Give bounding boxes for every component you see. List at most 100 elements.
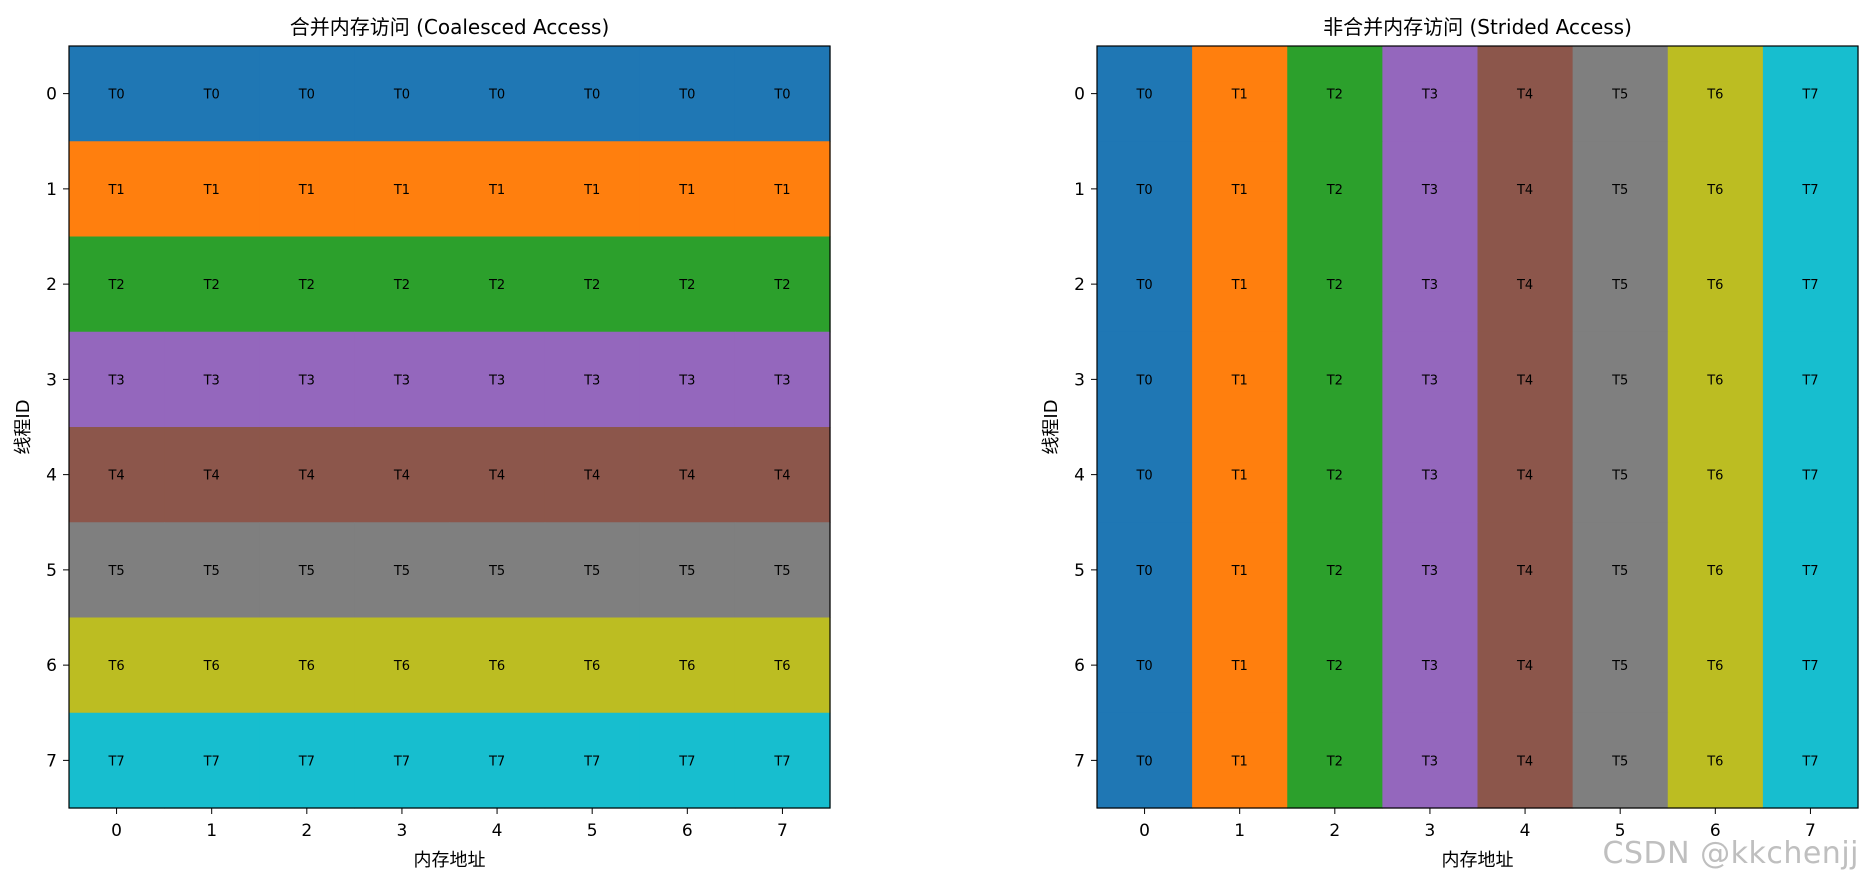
cell-label: T2 <box>1326 754 1343 769</box>
heatmap-cell <box>1667 236 1764 333</box>
heatmap-cell <box>1477 46 1574 142</box>
heatmap-cell <box>544 236 641 333</box>
cell-label: T6 <box>583 659 600 674</box>
y-axis: 0 1 2 3 4 5 6 7 <box>1074 85 1097 771</box>
heatmap-cell <box>734 141 831 238</box>
cell-label: T4 <box>583 469 600 484</box>
cell-label: T0 <box>298 88 315 103</box>
heatmap-cell <box>449 141 546 238</box>
cell-label: T7 <box>1801 278 1818 293</box>
heatmap-cell <box>69 236 165 333</box>
cell-label: T7 <box>107 754 124 769</box>
cell-label: T3 <box>1421 373 1438 388</box>
watermark: CSDN @kkchenjj <box>1602 836 1859 871</box>
heatmap-cell <box>1477 141 1574 238</box>
strided-access-chart: 非合并内存访问 (Strided Access) T0 T1 T2 T3 T4 T5 T6 T7… <box>1041 15 1859 871</box>
cell-label: T4 <box>1516 754 1533 769</box>
cell-label: T6 <box>1706 183 1723 198</box>
heatmap-cell <box>1382 617 1479 714</box>
cell-label: T1 <box>1231 659 1248 674</box>
cell-label: T5 <box>1611 88 1628 103</box>
cell-label: T4 <box>1516 469 1533 484</box>
cell-label: T5 <box>1611 659 1628 674</box>
cell-label: T5 <box>583 564 600 579</box>
heatmap-cell <box>449 522 546 619</box>
cell-label: T6 <box>1706 564 1723 579</box>
cell-label: T7 <box>393 754 410 769</box>
heatmap-cell <box>1097 46 1193 142</box>
heatmap-cell <box>1192 236 1288 333</box>
cell-label: T0 <box>583 88 600 103</box>
heatmap-cell <box>1477 236 1574 333</box>
heatmap-cell <box>259 712 355 809</box>
heatmap-cell <box>259 522 355 619</box>
heatmap-cell <box>1667 617 1764 714</box>
cell-label: T0 <box>1135 88 1152 103</box>
cell-label: T5 <box>298 564 315 579</box>
x-tick-label: 0 <box>1139 821 1150 841</box>
heatmap-cell <box>1477 427 1574 523</box>
heatmap-cell <box>1097 522 1193 619</box>
cell-label: T1 <box>583 183 600 198</box>
cell-label: T4 <box>678 469 695 484</box>
heatmap-cell <box>544 427 641 523</box>
cell-label: T6 <box>298 659 315 674</box>
y-tick-label: 5 <box>46 561 57 581</box>
cell-label: T6 <box>107 659 124 674</box>
cell-label: T4 <box>1516 659 1533 674</box>
heatmap-cell <box>639 617 736 714</box>
heatmap-cell <box>69 46 165 142</box>
heatmap-cell <box>639 236 736 333</box>
heatmap-cell <box>449 712 546 809</box>
cell-label: T4 <box>1516 88 1533 103</box>
heatmap-cell <box>259 617 355 714</box>
cell-label: T6 <box>1706 754 1723 769</box>
heatmap-cell <box>1287 236 1383 333</box>
cell-label: T3 <box>1421 88 1438 103</box>
cell-label: T7 <box>1801 754 1818 769</box>
cell-label: T1 <box>1231 183 1248 198</box>
heatmap-cell <box>164 236 260 333</box>
cell-label: T4 <box>203 469 220 484</box>
heatmap-cell <box>1572 522 1669 619</box>
plot-frame <box>1096 45 1859 809</box>
cell-label: T6 <box>393 659 410 674</box>
heatmap-cell <box>1287 522 1383 619</box>
heatmap-cell <box>259 236 355 333</box>
cell-label: T7 <box>488 754 505 769</box>
heatmap-cell <box>1762 46 1859 142</box>
heatmap-cell <box>734 427 831 523</box>
y-axis-label: 线程ID <box>1041 399 1062 454</box>
heatmap-cell <box>1382 522 1479 619</box>
heatmap-cell <box>1477 331 1574 428</box>
cell-label: T1 <box>1231 469 1248 484</box>
cell-label: T3 <box>678 373 695 388</box>
heatmap-cell <box>1192 617 1288 714</box>
cell-label: T4 <box>1516 183 1533 198</box>
cell-label: T6 <box>1706 278 1723 293</box>
cell-label: T4 <box>1516 564 1533 579</box>
heatmap-cell <box>164 46 260 142</box>
heatmap-cell <box>639 427 736 523</box>
cell-label: T1 <box>203 183 220 198</box>
heatmap-cell <box>69 712 165 809</box>
cell-label: T5 <box>1611 469 1628 484</box>
cell-label: T4 <box>298 469 315 484</box>
cell-label: T7 <box>1801 88 1818 103</box>
x-tick-label: 1 <box>1234 821 1245 841</box>
heatmap-cell <box>734 617 831 714</box>
cell-label: T7 <box>1801 564 1818 579</box>
heatmap-cell <box>449 331 546 428</box>
heatmap-cell <box>1762 427 1859 523</box>
heatmap-cell <box>1192 712 1288 809</box>
cell-label: T4 <box>393 469 410 484</box>
cell-label: T0 <box>773 88 790 103</box>
heatmap-cell <box>164 712 260 809</box>
heatmap-cell <box>1667 46 1764 142</box>
heatmap-cell <box>1572 712 1669 809</box>
cell-label: T5 <box>678 564 695 579</box>
cell-label: T3 <box>488 373 505 388</box>
cell-label: T5 <box>1611 183 1628 198</box>
cell-label: T0 <box>1135 373 1152 388</box>
cell-label: T2 <box>773 278 790 293</box>
